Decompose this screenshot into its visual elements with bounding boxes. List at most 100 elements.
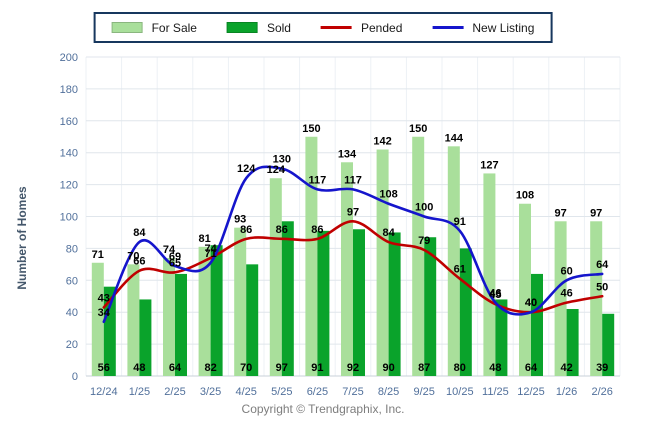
value-label-pended: 43 [98,292,110,304]
bar-for-sale [198,246,211,376]
bar-for-sale [483,173,496,376]
legend-item-pended: Pended [320,20,403,35]
y-tick-label: 60 [66,275,78,287]
x-tick-label: 1/25 [129,386,150,398]
value-label-pended: 40 [525,297,537,309]
value-label-sold: 92 [347,362,359,374]
x-tick-label: 3/25 [200,386,221,398]
value-label-sold: 91 [311,362,323,374]
value-label-for-sale: 150 [409,123,427,135]
y-tick-label: 80 [66,243,78,255]
x-tick-label: 1/26 [556,386,577,398]
bar-for-sale [91,262,104,376]
bar-sold [210,245,223,376]
value-label-for-sale: 93 [234,214,246,226]
value-label-pended: 46 [560,288,572,300]
value-label-for-sale: 70 [127,250,139,262]
x-tick-label: 12/24 [90,386,118,398]
bar-for-sale [412,136,425,376]
bar-for-sale [305,136,318,376]
value-label-sold: 48 [489,362,501,374]
value-label-new-listing: 130 [273,154,291,166]
value-label-sold: 42 [560,362,572,374]
value-label-pended: 66 [133,256,145,268]
bar-sold [281,221,294,376]
x-tick-label: 8/25 [378,386,399,398]
legend-item-new-listing: New Listing [432,21,534,35]
value-label-new-listing: 117 [309,174,327,186]
x-tick-label: 5/25 [271,386,292,398]
bar-for-sale [341,162,353,376]
value-label-new-listing: 100 [415,202,433,214]
bar-for-sale [447,146,460,376]
value-label-pended: 86 [311,224,323,236]
bar-for-sale [127,264,140,376]
legend-label: Pended [360,20,403,35]
value-label-new-listing: 34 [98,307,111,319]
legend-bar-swatch-for-sale [111,22,143,33]
legend-line-swatch-pended [320,26,352,29]
bar-for-sale [269,178,282,376]
legend-label: New Listing [472,20,535,35]
value-label-sold: 70 [240,362,252,374]
value-label-new-listing: 71 [204,248,216,260]
value-label-sold: 56 [98,362,110,374]
value-label-new-listing: 40 [525,297,537,309]
bar-sold [246,264,259,376]
y-tick-label: 0 [72,371,78,383]
value-label-for-sale: 71 [92,249,104,261]
value-label-for-sale: 150 [302,123,320,135]
x-tick-label: 11/25 [482,386,509,398]
y-tick-label: 140 [60,148,78,160]
legend-label: Sold [266,20,291,35]
bar-sold [353,229,365,376]
value-label-pended: 65 [169,257,181,269]
value-label-for-sale: 97 [554,207,566,219]
x-tick-label: 6/25 [307,386,328,398]
value-label-pended: 79 [418,235,430,247]
value-label-new-listing: 46 [489,288,501,300]
value-label-pended: 84 [382,227,395,239]
value-label-for-sale: 108 [516,190,534,202]
x-tick-label: 2/25 [164,386,185,398]
value-label-pended: 61 [454,264,466,276]
legend-label: For Sale [151,20,197,35]
value-label-sold: 97 [276,362,288,374]
x-tick-label: 12/25 [517,386,545,398]
value-label-for-sale: 134 [338,148,357,160]
y-tick-label: 20 [66,339,78,351]
legend-item-for-sale: For Sale [111,20,197,35]
value-label-for-sale: 124 [267,164,286,176]
y-tick-label: 200 [60,52,78,64]
bar-sold [566,309,579,376]
x-tick-label: 10/25 [446,386,474,398]
value-label-new-listing: 64 [596,259,609,271]
x-tick-label: 9/25 [413,386,434,398]
legend-line-swatch-new-listing [432,26,464,29]
value-label-new-listing: 60 [560,265,572,277]
bar-sold [531,273,543,376]
bar-sold [424,237,437,376]
y-tick-label: 100 [60,212,78,224]
bar-for-sale [376,149,389,376]
legend-bar-swatch-sold [226,22,258,33]
y-axis-title: Number of Homes [15,186,29,290]
bar-sold [317,230,330,376]
bar-sold [103,286,116,376]
value-label-new-listing: 108 [379,189,397,201]
legend-item-sold: Sold [226,20,291,35]
value-label-sold: 87 [418,362,430,374]
value-label-pended: 86 [240,224,252,236]
value-label-new-listing: 124 [237,163,256,175]
value-label-pended: 97 [347,206,359,218]
x-tick-label: 7/25 [342,386,363,398]
value-label-pended: 86 [276,224,288,236]
bar-for-sale [519,203,531,376]
bar-sold [602,313,615,376]
y-tick-label: 120 [60,180,78,192]
value-label-sold: 64 [169,362,182,374]
bar-for-sale [163,257,175,376]
value-label-for-sale: 81 [198,233,210,245]
